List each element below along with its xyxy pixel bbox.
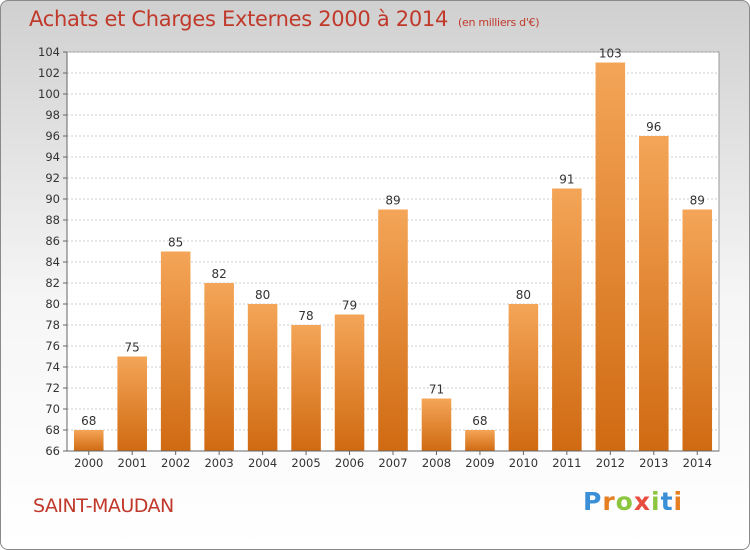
bar <box>508 304 539 451</box>
x-tick-label: 2009 <box>465 456 494 470</box>
logo-letter: o <box>615 487 634 516</box>
logo-letter: x <box>633 487 651 516</box>
y-tick-label: 72 <box>45 381 60 395</box>
x-tick-label: 2003 <box>204 456 233 470</box>
data-label: 80 <box>516 288 531 302</box>
data-label: 89 <box>690 194 705 208</box>
data-label: 75 <box>125 341 140 355</box>
chart-title: Achats et Charges Externes 2000 à 2014 (e… <box>29 7 540 31</box>
bar <box>291 325 321 451</box>
data-label: 96 <box>646 120 661 134</box>
y-tick-label: 68 <box>45 423 60 437</box>
y-tick-label: 88 <box>45 213 60 227</box>
x-tick-label: 2005 <box>291 456 320 470</box>
bar <box>117 356 147 451</box>
logo-letter: t <box>660 487 674 516</box>
x-tick-label: 2012 <box>596 456 625 470</box>
logo-letter: i <box>673 487 684 516</box>
bar <box>334 314 365 451</box>
bar <box>682 209 713 451</box>
data-label: 85 <box>168 236 183 250</box>
y-tick-label: 84 <box>45 255 60 269</box>
proxiti-logo: Proxiti <box>583 487 683 516</box>
y-tick-label: 70 <box>45 402 60 416</box>
data-label: 68 <box>472 414 487 428</box>
bar <box>595 62 626 451</box>
x-tick-label: 2002 <box>161 456 190 470</box>
bar <box>378 209 408 451</box>
x-tick-label: 2011 <box>552 456 581 470</box>
x-tick-label: 2004 <box>248 456 277 470</box>
bar <box>160 251 191 451</box>
y-tick-label: 98 <box>45 108 60 122</box>
data-label: 68 <box>81 414 96 428</box>
chart-title-text: Achats et Charges Externes 2000 à 2014 <box>29 7 449 31</box>
x-tick-label: 2008 <box>422 456 451 470</box>
x-tick-label: 2000 <box>74 456 103 470</box>
y-tick-label: 96 <box>45 129 60 143</box>
data-label: 91 <box>559 173 574 187</box>
y-tick-label: 90 <box>45 192 60 206</box>
bar <box>421 398 452 451</box>
y-tick-label: 94 <box>45 150 60 164</box>
bar <box>73 430 104 451</box>
x-tick-label: 2001 <box>118 456 147 470</box>
x-tick-label: 2006 <box>335 456 364 470</box>
chart-unit: (en milliers d'€) <box>458 16 540 29</box>
bar <box>247 304 278 451</box>
x-tick-label: 2014 <box>683 456 712 470</box>
logo-letter: i <box>651 487 661 516</box>
logo-letter: P <box>583 487 603 516</box>
bar <box>204 283 234 451</box>
data-label: 71 <box>429 383 444 397</box>
y-tick-label: 86 <box>45 234 60 248</box>
data-label: 82 <box>211 267 226 281</box>
bar <box>639 136 669 451</box>
y-tick-label: 92 <box>45 171 60 185</box>
y-tick-label: 80 <box>45 297 60 311</box>
data-label: 89 <box>385 194 400 208</box>
data-label: 78 <box>298 309 313 323</box>
y-tick-label: 104 <box>38 45 60 59</box>
y-tick-label: 76 <box>45 339 60 353</box>
y-tick-label: 66 <box>45 444 60 458</box>
y-tick-label: 102 <box>38 66 60 80</box>
data-label: 79 <box>342 299 357 313</box>
data-label: 80 <box>255 288 270 302</box>
logo-letter: r <box>602 487 616 516</box>
y-tick-label: 74 <box>45 360 60 374</box>
y-tick-label: 82 <box>45 276 60 290</box>
y-tick-label: 100 <box>38 87 60 101</box>
y-tick-label: 78 <box>45 318 60 332</box>
x-tick-label: 2007 <box>378 456 407 470</box>
commune-name: SAINT-MAUDAN <box>33 495 174 517</box>
x-tick-label: 2010 <box>509 456 538 470</box>
x-tick-label: 2013 <box>639 456 668 470</box>
data-label: 103 <box>599 47 622 61</box>
bar <box>552 188 582 451</box>
bar <box>465 430 495 451</box>
